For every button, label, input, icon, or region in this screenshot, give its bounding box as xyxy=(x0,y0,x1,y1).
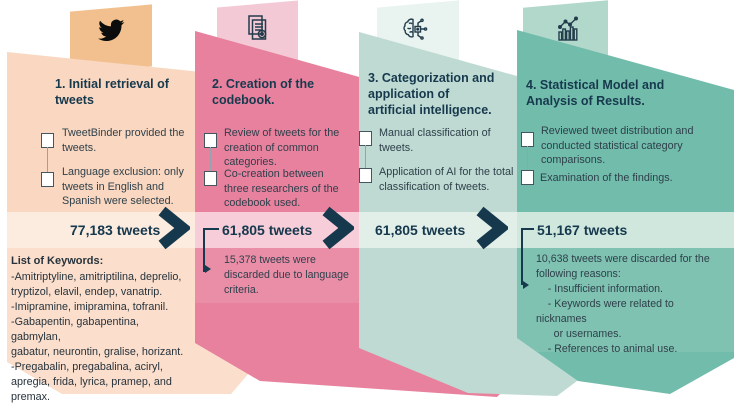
column4-title: 4. Statistical Model and Analysis of Res… xyxy=(526,78,665,108)
column3-item-2: Application of AI for the total classifi… xyxy=(379,166,514,193)
column2-item-2: Co-creation between three researchers of… xyxy=(224,168,339,209)
column4-item-1: Reviewed tweet distribution and conducte… xyxy=(541,125,694,166)
column3-tweet-count: 61,805 tweets xyxy=(375,222,466,238)
column3-item-1: Manual classification of tweets. xyxy=(379,127,491,154)
twitter-bird-icon xyxy=(98,19,125,41)
column1-item-1: TweetBinder provided the tweets. xyxy=(62,127,185,154)
note-connector-arrow-icon xyxy=(523,281,529,289)
checkbox-icon xyxy=(359,168,372,183)
checkbox-connector-line xyxy=(47,147,48,173)
statistics-chart-icon xyxy=(557,16,579,41)
column2-title: 2. Creation of the codebook. xyxy=(212,77,315,107)
column2-tweet-count: 61,805 tweets xyxy=(222,222,313,238)
column4-discard-note: 10,638 tweets were discarded for the fol… xyxy=(536,253,710,355)
ai-brain-circuit-icon xyxy=(403,18,428,40)
codebook-document-icon xyxy=(248,15,267,40)
column2-discard-note: 15,378 tweets were discarded due to lang… xyxy=(224,254,349,296)
checkbox-connector-line xyxy=(527,146,528,170)
column4-note-area xyxy=(517,248,734,352)
column1-title: 1. Initial retrieval of tweets xyxy=(55,77,169,107)
column4-item-2: Examination of the findings. xyxy=(540,172,673,184)
keywords-list: -Amitriptyline, amitriptilina, deprelio,… xyxy=(11,271,184,403)
note-connector-line xyxy=(203,228,205,272)
note-connector-line xyxy=(521,228,534,230)
note-connector-line xyxy=(203,228,219,230)
checkbox-connector-line xyxy=(210,147,211,172)
checkbox-icon xyxy=(204,171,217,186)
checkbox-icon xyxy=(521,170,534,185)
checkbox-icon xyxy=(41,172,54,187)
note-connector-arrow-icon xyxy=(205,265,211,273)
column4-tweet-count: 51,167 tweets xyxy=(537,222,628,238)
flow-arrow-icon xyxy=(476,206,508,250)
column4-count-band xyxy=(517,212,734,248)
column2-item-1: Review of tweets for the creation of com… xyxy=(224,127,340,168)
checkbox-icon xyxy=(521,132,534,147)
checkbox-connector-line xyxy=(365,145,366,168)
column1-tweet-count: 77,183 tweets xyxy=(70,222,161,238)
note-connector-line xyxy=(521,228,523,285)
column3-title: 3. Categorization and application of art… xyxy=(368,71,495,117)
flow-arrow-icon xyxy=(158,206,190,250)
keywords-header: List of Keywords: xyxy=(11,255,104,267)
flow-arrow-icon xyxy=(322,206,354,250)
column1-item-2: Language exclusion: only tweets in Engli… xyxy=(62,166,184,207)
